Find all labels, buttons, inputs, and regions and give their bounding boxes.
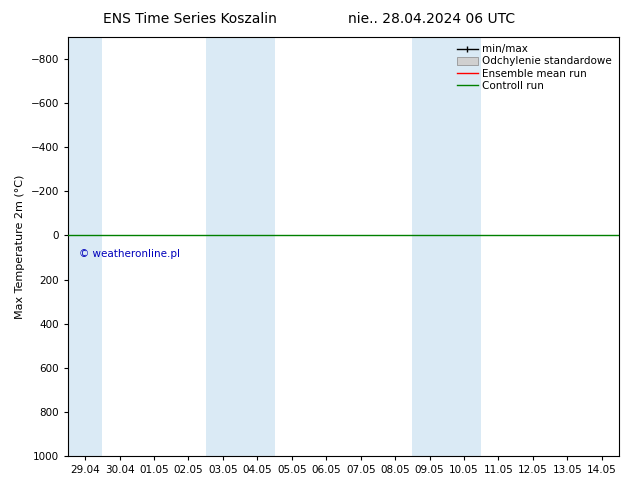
Bar (205, 37, 275, 456)
Text: nie.. 28.04.2024 06 UTC: nie.. 28.04.2024 06 UTC (347, 12, 515, 26)
Text: © weatheronline.pl: © weatheronline.pl (79, 248, 180, 259)
Y-axis label: Max Temperature 2m (°C): Max Temperature 2m (°C) (15, 174, 25, 318)
Text: ENS Time Series Koszalin: ENS Time Series Koszalin (103, 12, 277, 26)
Legend: min/max, Odchylenie standardowe, Ensemble mean run, Controll run: min/max, Odchylenie standardowe, Ensembl… (455, 42, 614, 93)
Bar (412, 37, 481, 456)
Bar (68, 37, 103, 456)
